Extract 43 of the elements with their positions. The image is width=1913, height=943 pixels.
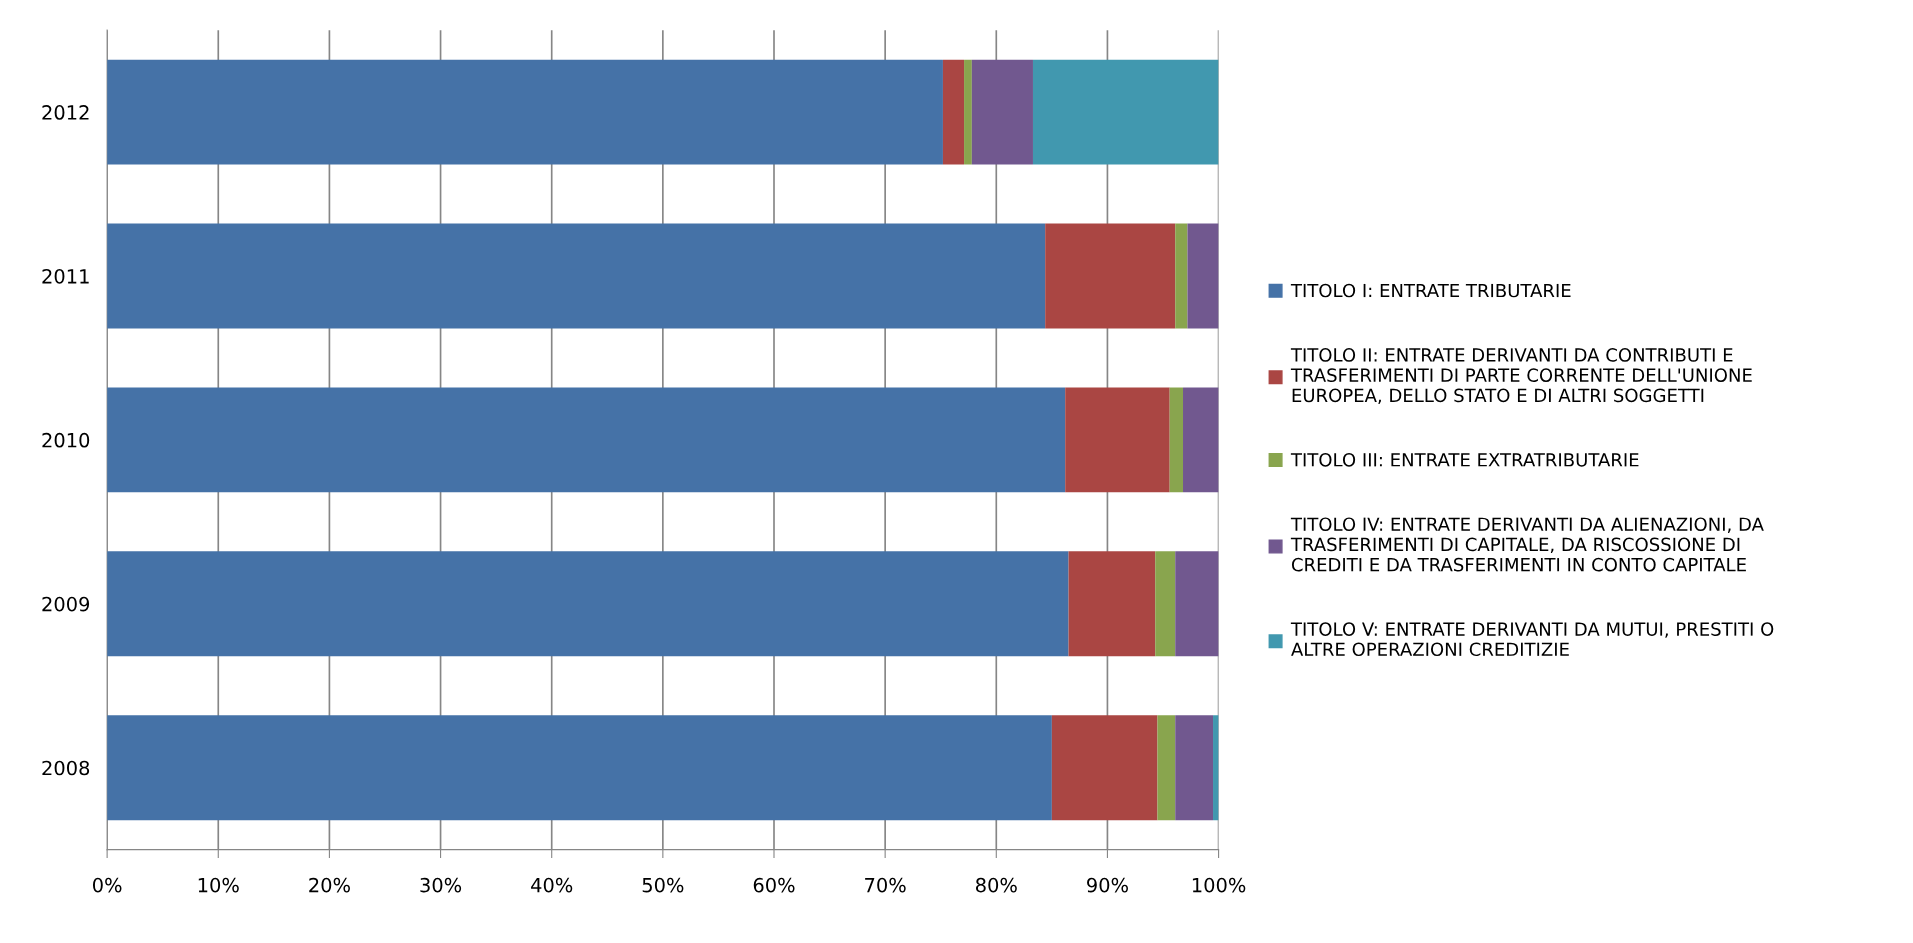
bar xyxy=(1213,715,1219,821)
legend-label: TITOLO I: ENTRATE TRIBUTARIE xyxy=(1290,283,1571,298)
bar xyxy=(1183,387,1219,493)
x-tick-label: 30% xyxy=(420,877,462,893)
bar xyxy=(1175,715,1214,821)
legend-label: TITOLO V: ENTRATE DERIVANTI DA MUTUI, PRESTITI O ALTRE OPERAZIONI CREDITIZIE xyxy=(1290,622,1774,657)
bar xyxy=(107,387,1066,493)
y-tick-label: 2009 xyxy=(42,596,90,612)
legend-label: TITOLO III: ENTRATE EXTRATRIBUTARIE xyxy=(1290,452,1639,467)
bar xyxy=(1155,551,1176,657)
bar xyxy=(1068,551,1156,657)
bar xyxy=(942,59,965,165)
x-tick-label: 80% xyxy=(976,877,1017,893)
x-tick-label: 20% xyxy=(309,877,350,893)
bar xyxy=(107,223,1046,329)
bar xyxy=(971,59,1033,165)
bar xyxy=(107,715,1052,821)
x-tick-label: 70% xyxy=(865,877,906,893)
bar xyxy=(1187,223,1219,329)
x-tick-label: 50% xyxy=(642,877,684,893)
bar xyxy=(1175,223,1188,329)
bar xyxy=(1051,715,1158,821)
legend-label: TITOLO IV: ENTRATE DERIVANTI DA ALIENAZIONI, DA TRASFERIMENTI DI CAPITALE, DA RISCOSSIONE DI CREDITI E DA TRASFERIMENTI IN CONTO CAPITALE xyxy=(1290,517,1764,572)
bar xyxy=(107,59,943,165)
x-tick-label: 100% xyxy=(1192,877,1246,893)
y-tick-label: 2012 xyxy=(42,105,89,120)
bar xyxy=(1157,715,1176,821)
legend-label: TITOLO II: ENTRATE DERIVANTI DA CONTRIBUTI E TRASFERIMENTI DI PARTE CORRENTE DELL'UNIONE EUROPEA, DELLO STATO E DI ALTRI SOGGETTI xyxy=(1290,348,1752,405)
y-tick-label: 2008 xyxy=(42,760,90,776)
bar xyxy=(964,59,972,165)
x-tick-label: 90% xyxy=(1087,877,1128,893)
x-tick-label: 40% xyxy=(531,877,573,893)
x-tick-label: 60% xyxy=(753,877,795,893)
bar xyxy=(1032,59,1219,165)
bar xyxy=(1065,387,1170,493)
x-tick-label: 0% xyxy=(92,877,122,893)
bar xyxy=(1175,551,1219,657)
y-tick-label: 2011 xyxy=(42,268,89,284)
x-tick-label: 10% xyxy=(198,877,239,893)
bar xyxy=(107,551,1069,657)
bar xyxy=(1045,223,1176,329)
y-tick-label: 2010 xyxy=(42,432,90,448)
bar xyxy=(1169,387,1184,493)
